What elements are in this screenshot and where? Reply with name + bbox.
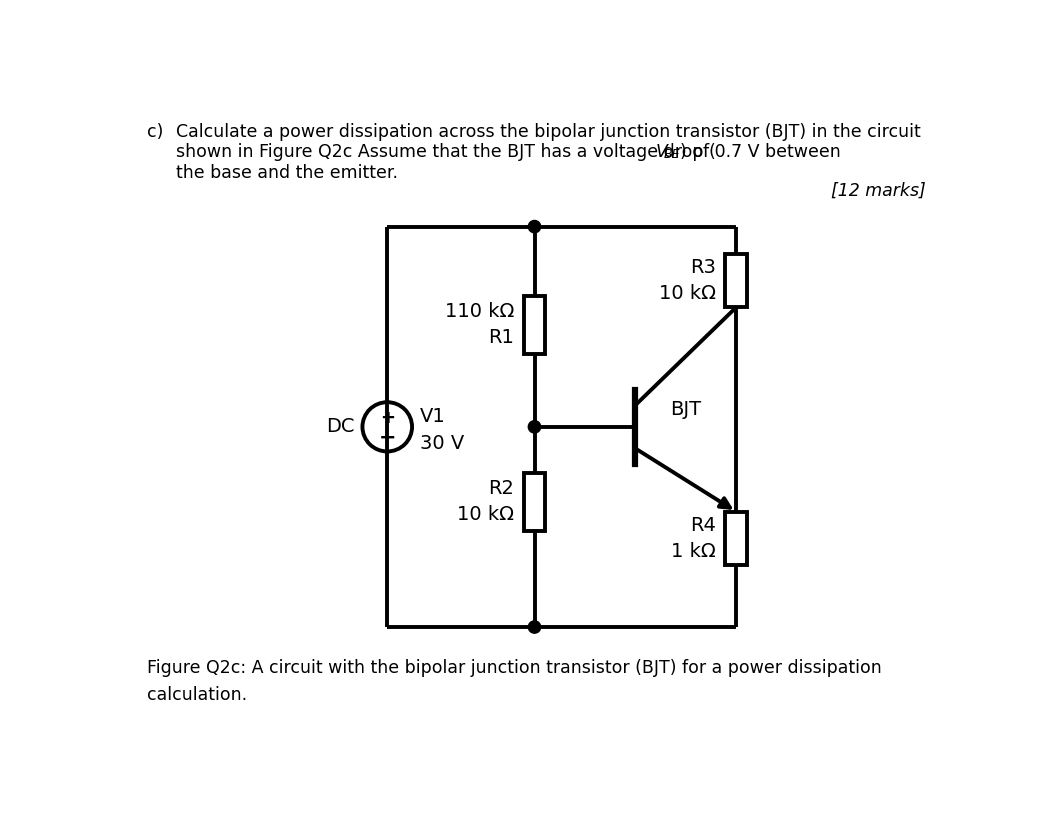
Text: R2: R2 xyxy=(488,480,514,498)
Bar xyxy=(524,473,545,531)
Text: R1: R1 xyxy=(488,328,514,347)
Text: [12 marks]: [12 marks] xyxy=(831,182,926,200)
Text: V: V xyxy=(655,144,667,162)
Text: 10 kΩ: 10 kΩ xyxy=(458,506,514,525)
Bar xyxy=(524,296,545,354)
Text: c): c) xyxy=(147,123,163,141)
Circle shape xyxy=(528,221,541,233)
Text: BJT: BJT xyxy=(670,400,702,419)
Circle shape xyxy=(528,621,541,633)
Text: −: − xyxy=(379,427,396,448)
Text: 30 V: 30 V xyxy=(420,435,464,453)
Circle shape xyxy=(528,421,541,433)
Text: the base and the emitter.: the base and the emitter. xyxy=(177,164,399,182)
Text: R3: R3 xyxy=(690,258,715,277)
Text: V1: V1 xyxy=(420,408,446,426)
Text: Figure Q2c: A circuit with the bipolar junction transistor (BJT) for a power dis: Figure Q2c: A circuit with the bipolar j… xyxy=(147,659,882,703)
Text: 1 kΩ: 1 kΩ xyxy=(671,542,715,561)
Text: R4: R4 xyxy=(690,516,715,535)
Text: BE: BE xyxy=(664,148,680,161)
Text: ) of 0.7 V between: ) of 0.7 V between xyxy=(681,144,841,162)
Text: shown in Figure Q2c Assume that the BJT has a voltage drop (: shown in Figure Q2c Assume that the BJT … xyxy=(177,144,716,162)
Text: Calculate a power dissipation across the bipolar junction transistor (BJT) in th: Calculate a power dissipation across the… xyxy=(177,123,922,141)
Text: DC: DC xyxy=(326,417,355,436)
Bar xyxy=(725,253,747,307)
Text: 110 kΩ: 110 kΩ xyxy=(445,302,514,321)
Text: 10 kΩ: 10 kΩ xyxy=(659,284,715,303)
Text: +: + xyxy=(380,408,394,426)
Bar xyxy=(725,511,747,565)
